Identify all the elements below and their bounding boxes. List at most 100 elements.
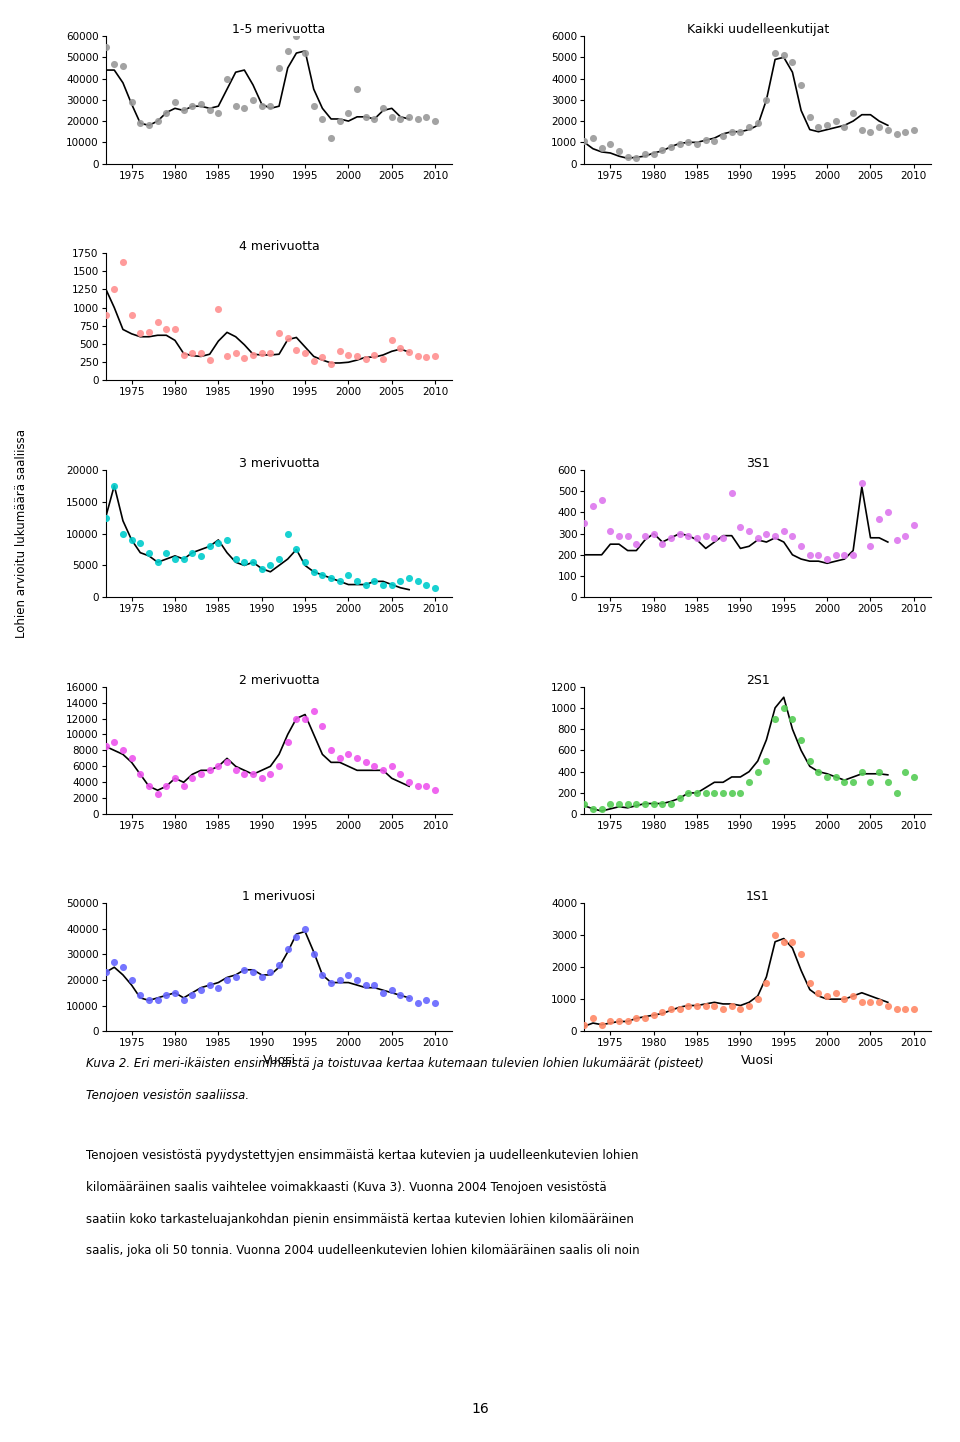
Point <box>324 353 339 376</box>
Point <box>880 118 896 141</box>
Point <box>603 133 618 156</box>
Point <box>620 523 636 547</box>
Point <box>872 991 887 1014</box>
Point <box>681 994 696 1017</box>
Point <box>367 973 382 996</box>
Point <box>820 548 835 571</box>
Point <box>837 988 852 1011</box>
Point <box>681 782 696 805</box>
Point <box>107 278 122 301</box>
Point <box>637 1007 653 1030</box>
Point <box>193 763 208 786</box>
Point <box>263 763 278 786</box>
Point <box>707 526 722 549</box>
Point <box>793 943 808 966</box>
Point <box>427 110 443 133</box>
Point <box>586 1007 601 1030</box>
Point <box>228 548 244 571</box>
Point <box>289 339 304 362</box>
Point <box>594 1014 610 1037</box>
Point <box>732 516 748 539</box>
Title: 4 merivuotta: 4 merivuotta <box>239 239 320 252</box>
Point <box>107 950 122 973</box>
Point <box>828 766 844 789</box>
Point <box>176 774 191 797</box>
Title: 2S1: 2S1 <box>746 673 770 686</box>
Point <box>184 767 200 790</box>
Point <box>158 541 174 564</box>
Point <box>246 88 261 111</box>
Point <box>811 981 827 1004</box>
Point <box>803 544 818 567</box>
Point <box>784 707 800 730</box>
Point <box>724 482 739 505</box>
Point <box>803 972 818 995</box>
Point <box>210 532 226 555</box>
Point <box>655 532 670 555</box>
Point <box>577 1014 592 1037</box>
Point <box>349 345 365 368</box>
Point <box>724 120 739 143</box>
Point <box>758 972 774 995</box>
Point <box>672 998 687 1021</box>
Point <box>655 792 670 815</box>
Point <box>393 763 408 786</box>
Point <box>872 760 887 783</box>
Point <box>150 989 165 1012</box>
Point <box>732 782 748 805</box>
Point <box>758 750 774 773</box>
Point <box>184 95 200 118</box>
Point <box>707 130 722 153</box>
Point <box>854 991 870 1014</box>
Point <box>132 532 148 555</box>
Title: 3S1: 3S1 <box>746 457 770 470</box>
Point <box>358 105 373 128</box>
Point <box>410 992 425 1015</box>
Point <box>289 707 304 730</box>
Point <box>594 797 610 820</box>
Point <box>167 767 182 790</box>
Point <box>663 998 679 1021</box>
Point <box>367 107 382 130</box>
Title: Kaikki uudelleenkutijat: Kaikki uudelleenkutijat <box>686 23 828 36</box>
Point <box>672 787 687 810</box>
Point <box>115 522 131 545</box>
Point <box>115 738 131 761</box>
Point <box>324 127 339 150</box>
Point <box>846 770 861 793</box>
Point <box>577 792 592 815</box>
Point <box>811 544 827 567</box>
Point <box>332 570 348 593</box>
Point <box>410 107 425 130</box>
Point <box>132 983 148 1007</box>
Point <box>98 506 113 529</box>
Point <box>306 349 322 372</box>
Point <box>193 979 208 1002</box>
Point <box>655 138 670 162</box>
Point <box>784 930 800 953</box>
Point <box>375 348 391 371</box>
Point <box>332 969 348 992</box>
Point <box>210 754 226 777</box>
Point <box>863 120 878 143</box>
Point <box>767 42 782 65</box>
Point <box>141 114 156 137</box>
Point <box>732 998 748 1021</box>
Point <box>758 522 774 545</box>
Point <box>863 535 878 558</box>
Point <box>272 953 287 976</box>
Point <box>741 521 756 544</box>
Point <box>715 998 731 1021</box>
Point <box>202 535 217 558</box>
Text: Kuva 2. Eri meri-ikäisten ensimmäistä ja toistuvaa kertaa kutemaan tulevien lohi: Kuva 2. Eri meri-ikäisten ensimmäistä ja… <box>86 1057 705 1070</box>
Point <box>698 994 713 1017</box>
Point <box>210 101 226 124</box>
Point <box>176 343 191 366</box>
Point <box>811 115 827 138</box>
Point <box>410 345 425 368</box>
Point <box>880 994 896 1017</box>
Point <box>715 526 731 549</box>
Point <box>863 770 878 793</box>
Point <box>150 783 165 806</box>
Point <box>341 101 356 124</box>
